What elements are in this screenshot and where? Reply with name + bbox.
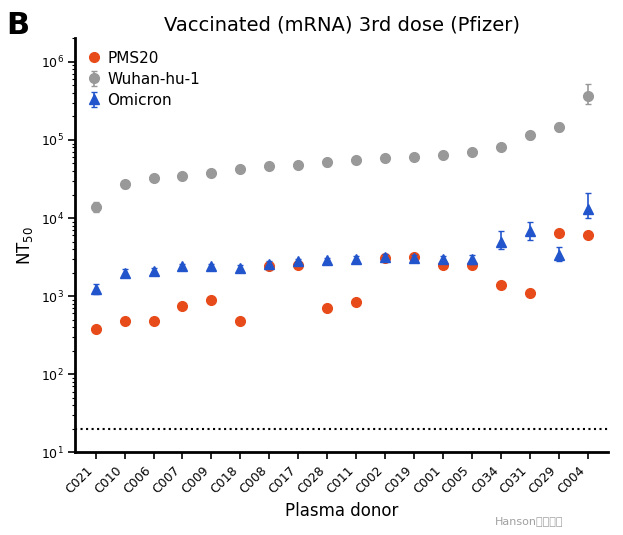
- PMS20: [381, 255, 389, 261]
- Y-axis label: NT$_{50}$: NT$_{50}$: [15, 226, 35, 265]
- PMS20: [92, 326, 100, 332]
- PMS20: [323, 305, 331, 311]
- Line: PMS20: PMS20: [91, 228, 592, 334]
- X-axis label: Plasma donor: Plasma donor: [285, 502, 398, 520]
- PMS20: [150, 318, 157, 324]
- PMS20: [439, 262, 447, 268]
- PMS20: [207, 297, 215, 304]
- PMS20: [179, 303, 186, 309]
- PMS20: [295, 262, 302, 268]
- PMS20: [555, 230, 563, 236]
- PMS20: [526, 289, 533, 296]
- PMS20: [584, 232, 591, 239]
- PMS20: [497, 281, 505, 288]
- PMS20: [237, 318, 244, 324]
- PMS20: [121, 318, 128, 324]
- PMS20: [353, 299, 360, 305]
- PMS20: [468, 262, 476, 268]
- Legend: PMS20, Wuhan-hu-1, Omicron: PMS20, Wuhan-hu-1, Omicron: [83, 46, 205, 112]
- PMS20: [411, 254, 418, 260]
- PMS20: [265, 263, 273, 270]
- Title: Vaccinated (mRNA) 3rd dose (Pfizer): Vaccinated (mRNA) 3rd dose (Pfizer): [164, 15, 520, 34]
- Text: Hanson临床科研: Hanson临床科研: [495, 516, 564, 526]
- Text: B: B: [6, 11, 29, 40]
